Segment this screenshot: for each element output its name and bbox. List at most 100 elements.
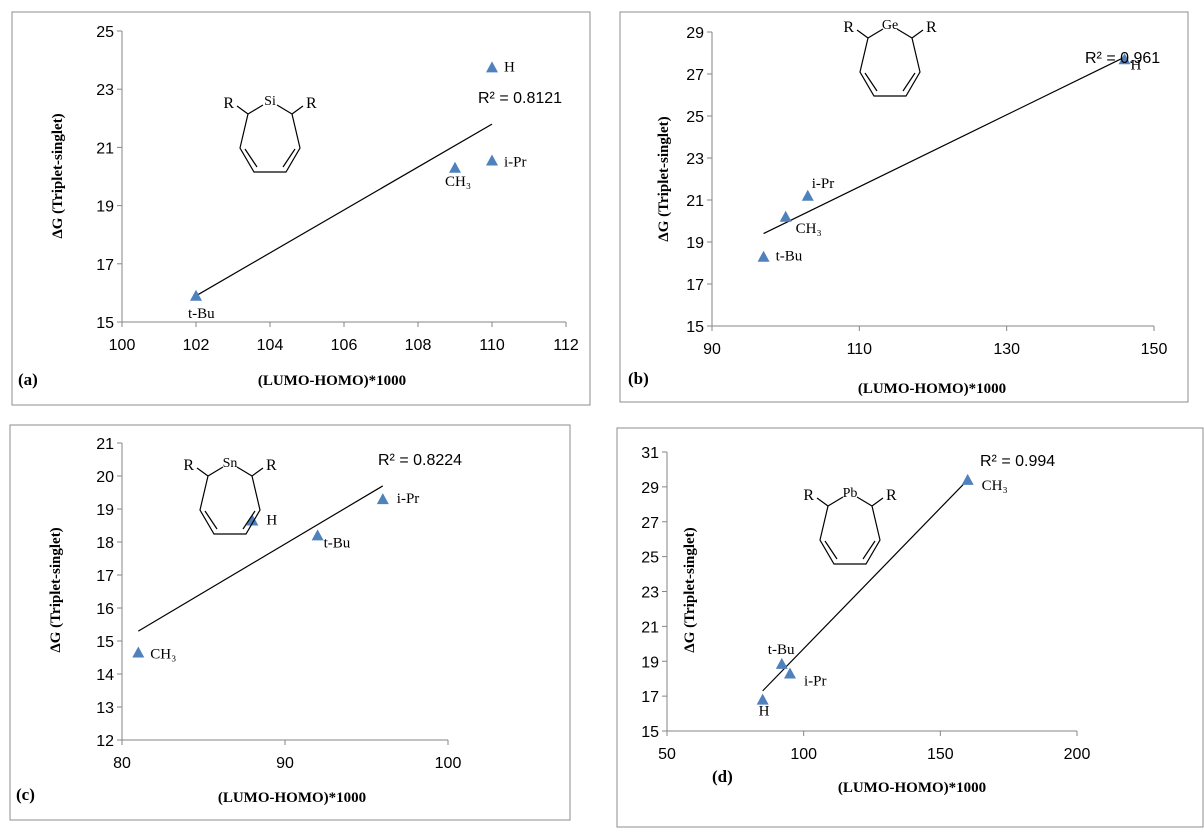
y-tick-label: 13 bbox=[96, 700, 114, 717]
x-axis-title: (LUMO-HOMO)*1000 bbox=[838, 780, 986, 796]
panel-border bbox=[619, 11, 1189, 403]
point-label: t-Bu bbox=[776, 249, 803, 265]
x-tick-label: 104 bbox=[257, 337, 284, 354]
y-tick-label: 21 bbox=[96, 140, 114, 157]
point-label: CH₃ bbox=[982, 478, 1008, 494]
y-axis-title: ΔG (Triplet-singlet) bbox=[48, 527, 64, 652]
y-tick-label: 29 bbox=[641, 480, 659, 497]
panel-border bbox=[616, 427, 1204, 828]
x-tick-label: 150 bbox=[927, 746, 954, 763]
point-label: H bbox=[504, 59, 515, 75]
data-point bbox=[1118, 53, 1131, 65]
x-axis-title: (LUMO-HOMO)*1000 bbox=[858, 381, 1006, 397]
data-point bbox=[132, 646, 145, 658]
point-label: i-Pr bbox=[397, 491, 420, 507]
structure-label: R bbox=[306, 95, 317, 112]
y-tick-label: 17 bbox=[686, 277, 704, 294]
x-tick-label: 80 bbox=[113, 755, 131, 772]
y-tick-label: 20 bbox=[96, 469, 114, 486]
y-tick-label: 29 bbox=[686, 25, 704, 42]
y-tick-label: 15 bbox=[686, 319, 704, 336]
panel-label: (a) bbox=[18, 370, 38, 389]
y-tick-label: 17 bbox=[641, 689, 659, 706]
panel-border bbox=[9, 424, 571, 821]
y-tick-label: 19 bbox=[96, 502, 114, 519]
point-label: i-Pr bbox=[804, 673, 827, 689]
x-tick-label: 108 bbox=[405, 337, 432, 354]
structure-label: R bbox=[183, 457, 194, 474]
ring bbox=[856, 28, 924, 97]
point-label: t-Bu bbox=[768, 642, 795, 658]
y-tick-label: 16 bbox=[96, 601, 114, 618]
trendline bbox=[195, 123, 493, 297]
data-point bbox=[486, 61, 498, 73]
y-axis-title: ΔG (Triplet-singlet) bbox=[50, 113, 66, 238]
y-tick-label: 25 bbox=[96, 24, 114, 41]
x-tick-label: 100 bbox=[435, 755, 462, 772]
x-tick-label: 90 bbox=[703, 341, 721, 358]
x-tick-label: 102 bbox=[183, 337, 210, 354]
y-tick-label: 15 bbox=[96, 634, 114, 651]
y-tick-label: 23 bbox=[686, 151, 704, 168]
x-tick-label: 106 bbox=[331, 337, 358, 354]
structure-label: R bbox=[803, 487, 814, 504]
trendline bbox=[762, 479, 969, 692]
y-tick-label: 18 bbox=[96, 535, 114, 552]
structure-label: Pb bbox=[843, 486, 858, 501]
y-tick-label: 17 bbox=[96, 568, 114, 585]
y-tick-label: 19 bbox=[686, 235, 704, 252]
structure-label: R bbox=[266, 457, 277, 474]
structure-label: R bbox=[926, 19, 937, 36]
x-tick-label: 110 bbox=[479, 337, 505, 354]
y-tick-label: 21 bbox=[686, 193, 704, 210]
structure-label: Sn bbox=[223, 456, 238, 471]
data-point bbox=[961, 473, 974, 485]
x-axis-title: (LUMO-HOMO)*1000 bbox=[258, 373, 406, 389]
y-tick-label: 23 bbox=[641, 585, 659, 602]
structure-label: R bbox=[843, 19, 854, 36]
point-label: H bbox=[266, 513, 277, 529]
y-tick-label: 12 bbox=[96, 733, 114, 750]
r2-annotation: R² = 0.8121 bbox=[478, 90, 562, 107]
data-point bbox=[779, 210, 792, 222]
panel-border bbox=[11, 11, 591, 406]
structure-label: R bbox=[223, 95, 234, 112]
y-tick-label: 25 bbox=[686, 109, 704, 126]
y-tick-label: 14 bbox=[96, 667, 114, 684]
structure-label: R bbox=[886, 487, 897, 504]
data-point bbox=[801, 189, 814, 201]
trendline bbox=[137, 485, 384, 632]
x-tick-label: 90 bbox=[276, 755, 294, 772]
point-label: CH₃ bbox=[796, 221, 822, 237]
x-tick-label: 110 bbox=[847, 341, 873, 358]
point-label: H bbox=[759, 704, 770, 720]
x-tick-label: 50 bbox=[658, 746, 676, 763]
x-tick-label: 100 bbox=[790, 746, 817, 763]
x-tick-label: 150 bbox=[1141, 341, 1168, 358]
y-tick-label: 23 bbox=[96, 82, 114, 99]
y-tick-label: 17 bbox=[96, 257, 114, 274]
point-label: CH₃ bbox=[150, 647, 176, 663]
r2-annotation: R² = 0.8224 bbox=[378, 452, 462, 469]
data-point bbox=[376, 493, 389, 505]
data-point bbox=[775, 657, 788, 669]
x-tick-label: 200 bbox=[1064, 746, 1091, 763]
point-label: H bbox=[1131, 57, 1142, 73]
ring bbox=[196, 466, 264, 535]
r2-annotation: R² = 0.994 bbox=[980, 453, 1055, 470]
y-axis-title: ΔG (Triplet-singlet) bbox=[682, 527, 698, 652]
data-point bbox=[756, 693, 769, 705]
y-tick-label: 31 bbox=[641, 445, 659, 462]
data-point bbox=[486, 154, 498, 166]
x-tick-label: 112 bbox=[553, 337, 579, 354]
point-label: i-Pr bbox=[812, 176, 835, 192]
y-tick-label: 27 bbox=[641, 515, 659, 532]
panel-label: (d) bbox=[712, 767, 733, 786]
x-tick-label: 100 bbox=[109, 337, 136, 354]
point-label: CH₃ bbox=[445, 174, 471, 190]
y-tick-label: 15 bbox=[96, 315, 114, 332]
panel-label: (b) bbox=[628, 369, 649, 388]
y-tick-label: 27 bbox=[686, 67, 704, 84]
trendline bbox=[763, 56, 1125, 235]
